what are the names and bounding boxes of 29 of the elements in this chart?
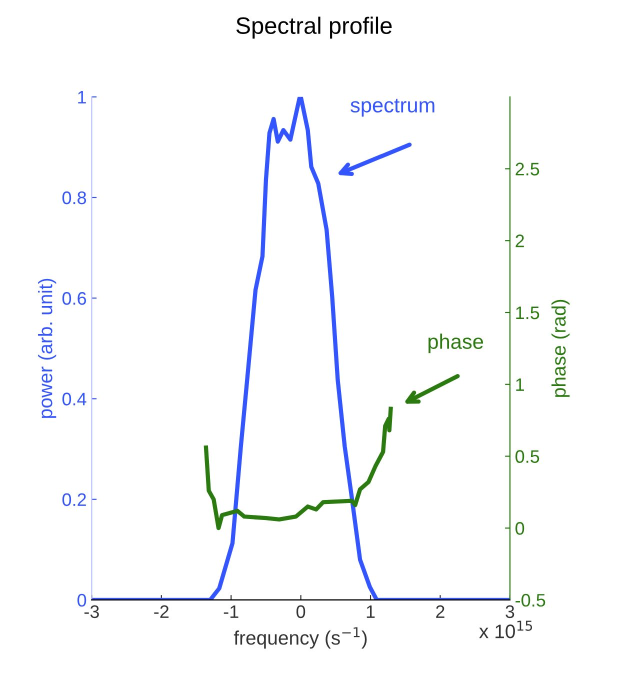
x-tick-label: 0: [296, 605, 306, 618]
y2-tick-label: 0.5: [516, 450, 540, 463]
line-series: [204, 406, 393, 530]
text: spectrum: [350, 98, 434, 117]
line-series: [92, 96, 510, 600]
y-tick-label: 0.2: [62, 493, 86, 506]
x-tick-label: 1: [366, 605, 375, 618]
y2-tick-label: 1: [516, 378, 524, 391]
y-axis-title: power (arb. unit): [38, 278, 56, 418]
y2-tick-label: 2.5: [516, 162, 540, 176]
y2-tick-label: -0.5: [516, 594, 546, 607]
y-tick-label: 0.6: [62, 292, 86, 305]
y2-tick-label: 0: [516, 522, 524, 535]
x-axis-title: frequency (s$^{−1}$): [234, 627, 367, 649]
x-tick-label: 3: [506, 605, 514, 618]
x-tick-label: 2: [436, 605, 444, 618]
y-tick-label: 0.4: [62, 392, 86, 406]
chart-title: Spectral profile: [236, 16, 392, 39]
x-tick-label: -1: [224, 605, 238, 618]
y2-tick-label: 1.5: [516, 306, 540, 320]
y-tick-label: 1: [78, 91, 86, 104]
text: phase: [428, 334, 484, 354]
y2-axis-title: phase (rad): [551, 300, 570, 397]
y-tick-label: 0: [77, 594, 86, 607]
text: x 10$^{15}$: [479, 620, 532, 638]
x-tick-label: -3: [84, 605, 99, 618]
y2-tick-label: 2: [516, 234, 524, 248]
x-tick-label: -2: [154, 605, 169, 618]
y-tick-label: 0.8: [62, 191, 86, 204]
